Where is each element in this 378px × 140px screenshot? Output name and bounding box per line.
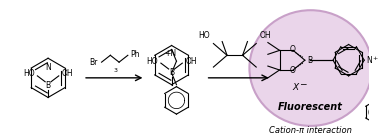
Ellipse shape bbox=[249, 10, 372, 126]
Text: N: N bbox=[366, 56, 372, 65]
Text: N: N bbox=[45, 63, 51, 72]
Text: B: B bbox=[169, 68, 174, 77]
Text: X: X bbox=[292, 83, 298, 92]
Text: +: + bbox=[372, 56, 377, 61]
Text: OH: OH bbox=[62, 69, 73, 78]
Text: −: − bbox=[299, 79, 307, 88]
Text: OH: OH bbox=[185, 57, 197, 66]
Text: Ph: Ph bbox=[131, 50, 140, 59]
Text: O: O bbox=[289, 66, 295, 75]
Text: Br: Br bbox=[89, 58, 97, 67]
Text: 3: 3 bbox=[113, 68, 117, 73]
Text: Fluorescent: Fluorescent bbox=[278, 102, 343, 112]
Text: B: B bbox=[45, 81, 51, 90]
Text: O: O bbox=[289, 45, 295, 54]
Text: HO: HO bbox=[23, 69, 34, 78]
Text: OH: OH bbox=[260, 31, 272, 40]
Text: Cation-π interaction: Cation-π interaction bbox=[269, 126, 352, 135]
Text: HO: HO bbox=[198, 31, 209, 40]
Text: B: B bbox=[307, 56, 312, 65]
Text: HO: HO bbox=[146, 57, 158, 66]
Text: +N: +N bbox=[164, 49, 177, 58]
